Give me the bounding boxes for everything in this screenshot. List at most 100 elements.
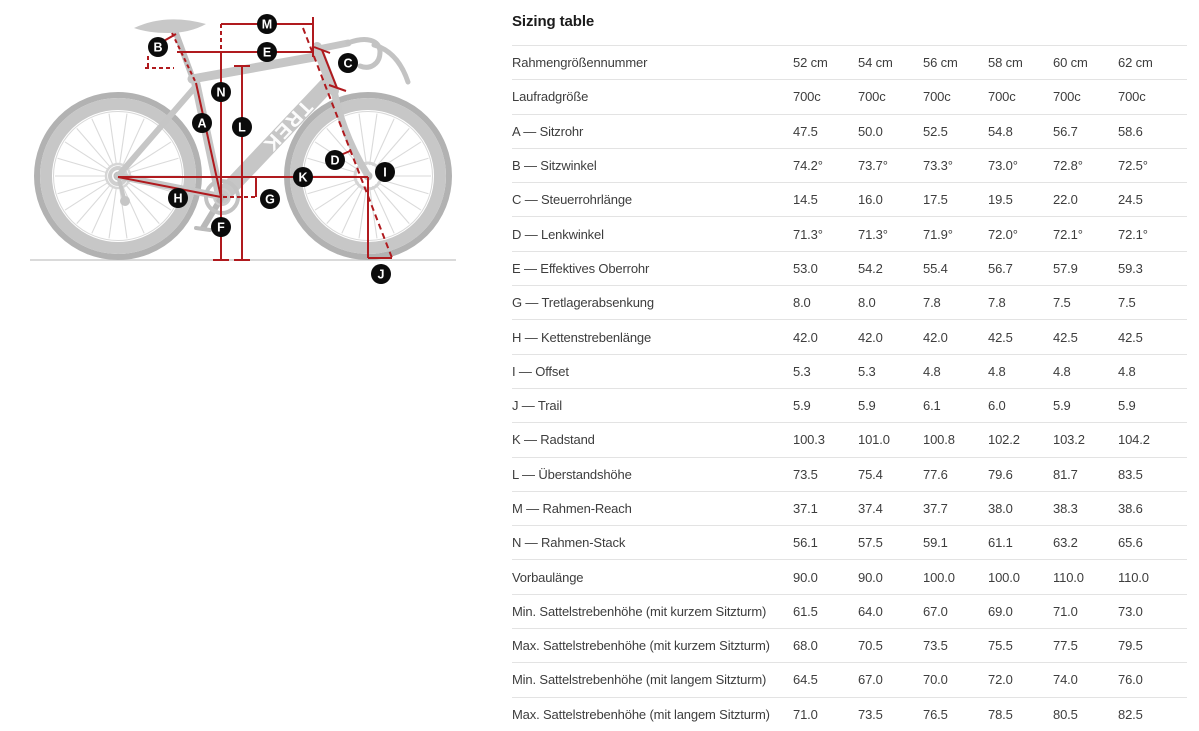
- steering-axis-dashed: [302, 27, 393, 259]
- marker-B-circle: [148, 37, 168, 57]
- sizing-table-body: Rahmengrößennummer 52 cm 54 cm 56 cm 58 cm 60…: [512, 45, 1187, 731]
- row-value: 73.5: [858, 706, 883, 722]
- crank-arm: [200, 194, 225, 231]
- headtube-tick-bottom: [328, 84, 347, 92]
- table-row: A — Sitzrohr 47.5 50.0 52.5 54.8 56.7 58.6: [512, 113, 1187, 148]
- chainstay-line-H: [117, 176, 222, 198]
- row-value: 56.1: [793, 535, 818, 551]
- row-label: K — Radstand: [512, 432, 595, 448]
- row-value: 55.4: [923, 260, 948, 276]
- marker-K-circle: [293, 167, 313, 187]
- row-label: Min. Sattelstrebenhöhe (mit langem Sitzt…: [512, 672, 767, 688]
- row-value: 17.5: [923, 192, 948, 208]
- stem: [314, 39, 352, 53]
- row-value: 79.5: [1118, 638, 1143, 654]
- row-value: 110.0: [1053, 569, 1084, 585]
- row-value: 16.0: [858, 192, 883, 208]
- row-value: 78.5: [988, 706, 1013, 722]
- row-value: 75.4: [858, 466, 883, 482]
- row-value: 38.6: [1118, 501, 1143, 516]
- row-value: 110.0: [1118, 569, 1149, 585]
- row-value: 103.2: [1053, 432, 1085, 448]
- row-value: 5.9: [793, 398, 811, 414]
- row-value: 19.5: [988, 192, 1013, 208]
- marker-D-circle: [325, 150, 345, 170]
- seatstay: [115, 83, 199, 179]
- row-label: Laufradgröße: [512, 89, 589, 105]
- saddle: [134, 19, 206, 33]
- row-value: 56.7: [1053, 123, 1078, 139]
- marker-L-circle: [232, 117, 252, 137]
- row-value: 42.5: [1118, 329, 1143, 345]
- marker-C-label: C: [343, 57, 352, 71]
- table-row: Max. Sattelstrebenhöhe (mit langem Sitzt…: [512, 696, 1187, 731]
- row-value: 80.5: [1053, 706, 1078, 722]
- row-value: 54.2: [858, 260, 883, 276]
- row-value: 8.0: [858, 295, 876, 311]
- fork: [330, 87, 371, 178]
- top-tube: [187, 51, 325, 84]
- row-value: 77.5: [1053, 638, 1078, 654]
- row-value: 700c: [1118, 89, 1146, 105]
- row-value: 81.7: [1053, 466, 1078, 482]
- row-label: A — Sitzrohr: [512, 123, 584, 139]
- row-value: 50.0: [858, 123, 883, 139]
- row-value: 42.0: [793, 329, 818, 345]
- row-value: 6.0: [988, 398, 1006, 414]
- row-value: 73.0: [1118, 603, 1143, 619]
- row-value: 73.5: [923, 638, 948, 654]
- row-value: 5.9: [858, 398, 876, 414]
- table-row: Rahmengrößennummer 52 cm 54 cm 56 cm 58 cm 60…: [512, 45, 1187, 79]
- row-label: Rahmengrößennummer: [512, 55, 648, 71]
- row-value: 100.0: [988, 569, 1020, 585]
- row-value: 700c: [988, 89, 1016, 105]
- table-row: C — Steuerrohrlänge 14.5 16.0 17.5 19.5 22.0 2…: [512, 182, 1187, 216]
- table-row: Min. Sattelstrebenhöhe (mit langem Sitzt…: [512, 662, 1187, 696]
- row-value: 71.0: [793, 706, 818, 722]
- table-row: J — Trail 5.9 5.9 6.1 6.0 5.9 5.9: [512, 387, 1187, 422]
- measurement-markers: A B C D E F G H I J K L M N: [148, 14, 395, 284]
- row-value: 700c: [1053, 89, 1081, 105]
- handlebar: [345, 37, 383, 70]
- row-value: 4.8: [923, 363, 941, 379]
- row-value: 8.0: [793, 295, 811, 311]
- row-label: L — Überstandshöhe: [512, 466, 632, 482]
- table-row: Vorbaulänge 90.0 90.0 100.0 100.0 110.0 110.0: [512, 559, 1187, 593]
- row-value: 72.5°: [1118, 158, 1148, 174]
- row-value: 7.5: [1118, 295, 1136, 311]
- marker-N-circle: [211, 82, 231, 102]
- row-value: 67.0: [923, 603, 948, 619]
- row-value: 59.3: [1118, 260, 1143, 276]
- marker-L-label: L: [238, 121, 246, 135]
- row-value: 90.0: [858, 569, 883, 585]
- table-row: H — Kettenstrebenlänge 42.0 42.0 42.0 42.5 42…: [512, 319, 1187, 353]
- marker-M-label: M: [262, 18, 272, 32]
- marker-I-circle: [375, 162, 395, 182]
- row-value: 42.0: [858, 329, 883, 345]
- row-value: 72.1°: [1118, 226, 1148, 242]
- row-value: 100.3: [793, 432, 825, 448]
- table-row: D — Lenkwinkel 71.3° 71.3° 71.9° 72.0° 72.1° 7…: [512, 216, 1187, 250]
- marker-K-label: K: [298, 171, 307, 185]
- row-value: 54.8: [988, 123, 1013, 139]
- marker-I-label: I: [383, 166, 386, 180]
- row-value: 42.5: [988, 329, 1013, 345]
- row-value: 700c: [793, 89, 821, 105]
- row-value: 77.6: [923, 466, 948, 482]
- row-value: 73.5: [793, 466, 818, 482]
- marker-N-label: N: [216, 86, 225, 100]
- marker-E-circle: [257, 42, 277, 62]
- row-value: 61.5: [793, 603, 818, 619]
- row-value: 72.0°: [988, 226, 1018, 242]
- row-value: 47.5: [793, 123, 818, 139]
- row-label: B — Sitzwinkel: [512, 158, 597, 174]
- row-label: H — Kettenstrebenlänge: [512, 329, 652, 345]
- row-value: 58.6: [1118, 123, 1143, 139]
- table-row: Max. Sattelstrebenhöhe (mit kurzem Sitzt…: [512, 628, 1187, 662]
- row-value: 5.3: [793, 363, 811, 379]
- row-value: 68.0: [793, 638, 818, 654]
- marker-F-circle: [211, 217, 231, 237]
- marker-H-label: H: [173, 192, 182, 206]
- sizing-table-title: Sizing table: [512, 13, 595, 30]
